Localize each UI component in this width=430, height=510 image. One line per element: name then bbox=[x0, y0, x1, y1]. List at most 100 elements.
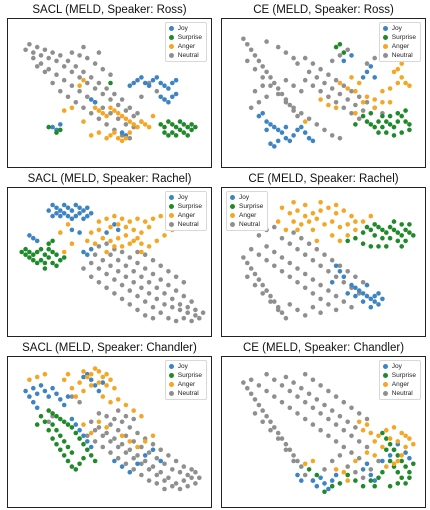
point-surprise bbox=[403, 464, 408, 469]
point-surprise bbox=[185, 124, 190, 130]
point-anger bbox=[108, 238, 113, 244]
point-surprise bbox=[46, 408, 51, 413]
point-joy bbox=[299, 478, 304, 483]
point-neutral bbox=[356, 439, 362, 444]
point-surprise bbox=[387, 235, 393, 241]
point-neutral bbox=[38, 61, 44, 66]
point-neutral bbox=[318, 88, 323, 94]
point-neutral bbox=[341, 280, 347, 285]
point-neutral bbox=[275, 86, 281, 91]
point-neutral bbox=[322, 402, 327, 408]
point-joy bbox=[85, 205, 90, 211]
point-neutral bbox=[54, 72, 59, 77]
point-anger bbox=[333, 467, 339, 472]
point-neutral bbox=[360, 108, 366, 113]
point-neutral bbox=[158, 469, 163, 475]
point-joy bbox=[326, 486, 331, 492]
point-surprise bbox=[42, 260, 48, 266]
point-joy bbox=[380, 458, 385, 464]
point-surprise bbox=[407, 230, 412, 235]
point-joy bbox=[341, 58, 347, 64]
point-anger bbox=[135, 124, 140, 130]
legend-item-anger: Anger bbox=[230, 211, 263, 220]
point-neutral bbox=[46, 55, 51, 61]
point-neutral bbox=[154, 285, 160, 291]
point-neutral bbox=[302, 416, 308, 422]
point-anger bbox=[65, 222, 71, 227]
point-joy bbox=[73, 213, 79, 219]
point-surprise bbox=[372, 222, 377, 227]
point-anger bbox=[139, 413, 144, 419]
point-neutral bbox=[306, 116, 312, 122]
point-surprise bbox=[368, 111, 374, 116]
point-anger bbox=[88, 383, 94, 388]
point-surprise bbox=[46, 427, 51, 433]
point-joy bbox=[23, 388, 28, 394]
point-neutral bbox=[108, 439, 113, 444]
point-neutral bbox=[73, 100, 79, 105]
point-surprise bbox=[38, 246, 44, 252]
point-joy bbox=[162, 83, 167, 88]
point-joy bbox=[85, 252, 90, 257]
point-surprise bbox=[173, 133, 179, 138]
point-anger bbox=[112, 213, 117, 219]
point-joy bbox=[34, 238, 40, 244]
point-anger bbox=[139, 249, 144, 255]
point-anger bbox=[158, 213, 163, 219]
legend-item-neutral: Neutral bbox=[168, 220, 202, 229]
point-neutral bbox=[108, 450, 113, 455]
point-neutral bbox=[85, 55, 90, 61]
point-surprise bbox=[65, 444, 71, 450]
point-neutral bbox=[31, 50, 36, 55]
point-anger bbox=[372, 97, 377, 102]
point-surprise bbox=[391, 133, 397, 138]
legend-item-anger: Anger bbox=[168, 211, 202, 220]
point-neutral bbox=[170, 304, 175, 310]
point-joy bbox=[372, 293, 377, 299]
point-neutral bbox=[115, 257, 121, 263]
point-anger bbox=[139, 119, 144, 124]
point-joy bbox=[127, 83, 133, 88]
point-anger bbox=[142, 439, 148, 444]
point-neutral bbox=[291, 230, 296, 235]
point-surprise bbox=[158, 122, 163, 127]
point-anger bbox=[115, 397, 121, 402]
point-joy bbox=[310, 478, 316, 483]
scatter-panel-6: CE (MELD, Speaker: Chandler) Joy Surprise A… bbox=[221, 341, 426, 508]
point-neutral bbox=[200, 310, 206, 315]
point-neutral bbox=[264, 371, 269, 377]
point-joy bbox=[264, 119, 269, 124]
point-neutral bbox=[283, 447, 289, 453]
point-anger bbox=[411, 441, 416, 447]
point-neutral bbox=[275, 91, 281, 97]
point-surprise bbox=[372, 483, 377, 489]
point-anger bbox=[295, 227, 300, 233]
legend-marker bbox=[230, 213, 235, 218]
point-joy bbox=[314, 483, 320, 489]
legend-marker bbox=[168, 53, 174, 58]
point-anger bbox=[115, 111, 121, 116]
point-joy bbox=[264, 127, 269, 133]
legend: Joy Surprise Anger Neutral bbox=[164, 22, 207, 62]
point-neutral bbox=[245, 58, 250, 64]
point-joy bbox=[283, 124, 289, 130]
point-neutral bbox=[291, 453, 296, 458]
point-neutral bbox=[318, 66, 323, 72]
point-anger bbox=[384, 427, 389, 433]
point-neutral bbox=[135, 453, 140, 458]
point-neutral bbox=[131, 269, 136, 274]
point-surprise bbox=[34, 249, 40, 255]
point-surprise bbox=[88, 453, 94, 458]
point-surprise bbox=[177, 119, 183, 124]
point-neutral bbox=[123, 122, 129, 127]
legend-marker bbox=[168, 213, 174, 218]
point-joy bbox=[77, 230, 82, 235]
point-joy bbox=[119, 130, 125, 135]
point-neutral bbox=[318, 296, 323, 302]
legend-marker bbox=[168, 222, 174, 227]
legend-label: Joy bbox=[177, 363, 188, 370]
point-neutral bbox=[112, 416, 117, 422]
plot-area: Joy Surprise Anger Neutral bbox=[221, 18, 426, 168]
point-neutral bbox=[318, 263, 323, 269]
point-neutral bbox=[256, 252, 262, 257]
